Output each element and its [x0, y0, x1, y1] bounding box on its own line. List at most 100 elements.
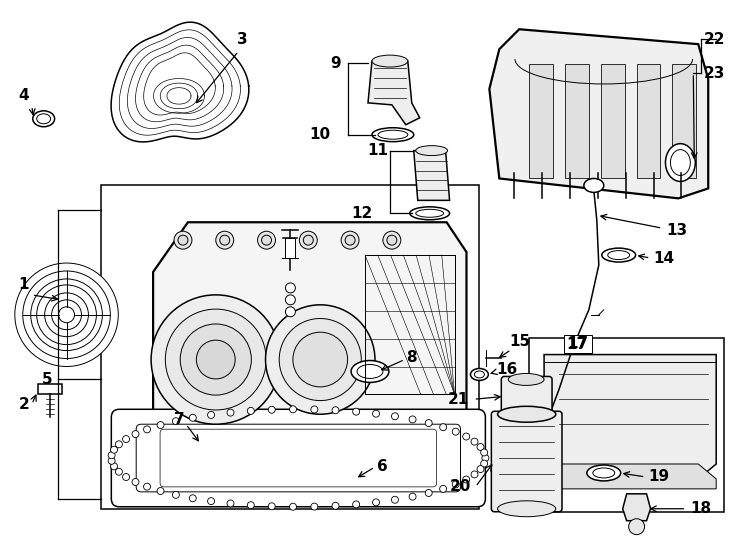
Text: 13: 13 — [666, 222, 688, 238]
Circle shape — [471, 438, 478, 445]
Ellipse shape — [602, 248, 636, 262]
Circle shape — [268, 503, 275, 510]
Circle shape — [481, 460, 487, 467]
Ellipse shape — [498, 406, 556, 422]
Text: 7: 7 — [174, 411, 184, 427]
Ellipse shape — [378, 130, 408, 139]
Circle shape — [462, 476, 470, 483]
Circle shape — [181, 324, 251, 395]
Circle shape — [425, 489, 432, 496]
Bar — [365, 255, 454, 394]
Circle shape — [391, 496, 399, 503]
Circle shape — [165, 309, 266, 410]
Circle shape — [51, 300, 81, 330]
Circle shape — [115, 468, 123, 475]
Text: 10: 10 — [309, 127, 330, 142]
Circle shape — [219, 235, 230, 245]
Circle shape — [293, 332, 348, 387]
Circle shape — [352, 408, 360, 415]
Circle shape — [352, 501, 360, 508]
Text: 4: 4 — [18, 89, 29, 103]
Circle shape — [425, 420, 432, 427]
Circle shape — [189, 414, 196, 421]
Ellipse shape — [372, 55, 408, 67]
Circle shape — [216, 231, 233, 249]
Text: 9: 9 — [330, 56, 341, 71]
Ellipse shape — [415, 210, 443, 217]
Circle shape — [208, 411, 214, 418]
Ellipse shape — [498, 501, 556, 517]
Text: 11: 11 — [368, 143, 388, 158]
Circle shape — [178, 235, 188, 245]
Circle shape — [261, 235, 272, 245]
Text: 21: 21 — [448, 392, 470, 407]
Circle shape — [303, 235, 313, 245]
Text: 22: 22 — [703, 32, 724, 46]
Polygon shape — [544, 355, 716, 479]
Bar — [529, 64, 553, 179]
Circle shape — [452, 428, 459, 435]
Circle shape — [311, 406, 318, 413]
Text: 15: 15 — [509, 334, 531, 349]
Polygon shape — [622, 494, 650, 521]
Circle shape — [311, 503, 318, 510]
Text: 12: 12 — [352, 206, 373, 221]
Text: 6: 6 — [377, 460, 388, 475]
Text: 17: 17 — [567, 336, 589, 351]
Bar — [636, 64, 661, 179]
FancyBboxPatch shape — [491, 411, 562, 512]
Circle shape — [409, 416, 416, 423]
Circle shape — [172, 418, 179, 424]
Ellipse shape — [357, 364, 383, 379]
Circle shape — [286, 307, 295, 317]
Circle shape — [172, 491, 179, 498]
Circle shape — [477, 465, 484, 472]
Bar — [101, 185, 479, 509]
Text: 5: 5 — [41, 372, 52, 387]
Circle shape — [144, 426, 150, 433]
Ellipse shape — [508, 374, 544, 386]
Ellipse shape — [410, 207, 449, 220]
Polygon shape — [368, 61, 420, 125]
Circle shape — [23, 271, 110, 359]
Circle shape — [482, 455, 489, 462]
Ellipse shape — [584, 179, 604, 192]
Text: 23: 23 — [703, 65, 724, 80]
Circle shape — [266, 305, 375, 414]
Circle shape — [383, 231, 401, 249]
Text: 1: 1 — [18, 278, 29, 293]
Circle shape — [462, 433, 470, 440]
Circle shape — [452, 481, 459, 488]
Bar — [565, 64, 589, 179]
Circle shape — [157, 422, 164, 429]
Ellipse shape — [372, 128, 414, 141]
Circle shape — [197, 340, 235, 379]
FancyBboxPatch shape — [137, 424, 460, 492]
Circle shape — [59, 307, 75, 323]
Circle shape — [299, 231, 317, 249]
Text: 14: 14 — [653, 251, 675, 266]
Circle shape — [208, 498, 214, 504]
Text: 19: 19 — [649, 469, 669, 484]
Circle shape — [123, 436, 130, 443]
FancyBboxPatch shape — [112, 409, 485, 507]
Text: 18: 18 — [691, 501, 711, 516]
Bar — [529, 338, 724, 512]
Circle shape — [111, 446, 117, 453]
Circle shape — [45, 293, 88, 336]
Text: 17: 17 — [567, 337, 587, 352]
Text: 3: 3 — [237, 32, 248, 46]
Circle shape — [227, 500, 234, 507]
Ellipse shape — [593, 468, 614, 478]
Ellipse shape — [608, 251, 630, 260]
Circle shape — [440, 485, 446, 492]
Circle shape — [440, 424, 446, 431]
Circle shape — [132, 478, 139, 485]
Circle shape — [481, 449, 487, 456]
Polygon shape — [37, 384, 62, 394]
Circle shape — [628, 519, 644, 535]
Circle shape — [289, 406, 297, 413]
Bar — [672, 64, 697, 179]
Circle shape — [258, 231, 275, 249]
Circle shape — [37, 285, 96, 345]
